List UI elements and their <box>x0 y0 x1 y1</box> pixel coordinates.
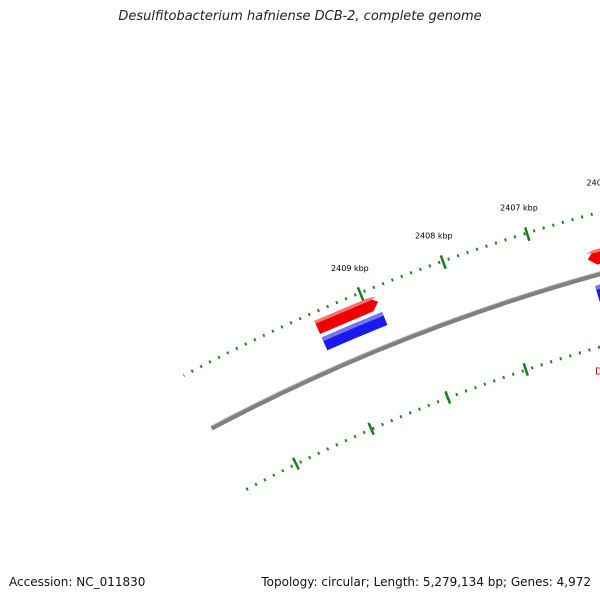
cds-arrow-highlight <box>314 296 377 324</box>
inner-scale-tick <box>444 390 452 404</box>
inner-scale-tick <box>367 422 375 436</box>
gene-partial[interactable] <box>314 296 388 351</box>
scale-tick-label: 2407 kbp <box>500 203 538 212</box>
accession-text: Accession: NC_011830 <box>9 575 146 589</box>
gene-label[interactable]: Dhaf_2229 <box>595 367 600 378</box>
map-title: Desulfitobacterium hafniense DCB-2, comp… <box>118 9 482 24</box>
gc-track-inner <box>243 345 600 492</box>
function-block <box>321 312 388 351</box>
function-block-highlight <box>595 284 600 290</box>
scale-ruler: 2398 kbp2399 kbp2400 kbp2401 kbp2402 kbp… <box>291 179 600 471</box>
cds-arrow-highlight <box>586 248 600 254</box>
backbone-line <box>210 272 600 431</box>
scale-tick <box>356 286 365 301</box>
gene-labels: Dhaf_2220Dhaf_2221Dhaf_2222Dhaf_2223Dhaf… <box>595 367 600 378</box>
inner-scale-tick <box>291 457 300 471</box>
scale-tick-label: 2408 kbp <box>415 232 453 241</box>
scale-tick <box>524 226 531 242</box>
gene-dhaf-2229[interactable] <box>586 238 600 302</box>
gc-track-outer <box>182 210 600 377</box>
backbone-highlight <box>210 271 600 428</box>
cds-arrow <box>587 248 600 265</box>
function-block-highlight <box>321 312 384 342</box>
topology-text: Topology: circular; Length: 5,279,134 bp… <box>261 575 591 589</box>
gene-track <box>314 238 600 351</box>
cds-arrow <box>314 298 379 334</box>
genome-backbone <box>210 271 600 431</box>
gc-skew-track <box>182 210 600 492</box>
scale-tick <box>439 255 447 270</box>
scale-tick-label: 2406 kbp <box>587 179 600 188</box>
inner-scale-tick <box>522 362 529 377</box>
scale-tick-label: 2409 kbp <box>331 264 369 273</box>
